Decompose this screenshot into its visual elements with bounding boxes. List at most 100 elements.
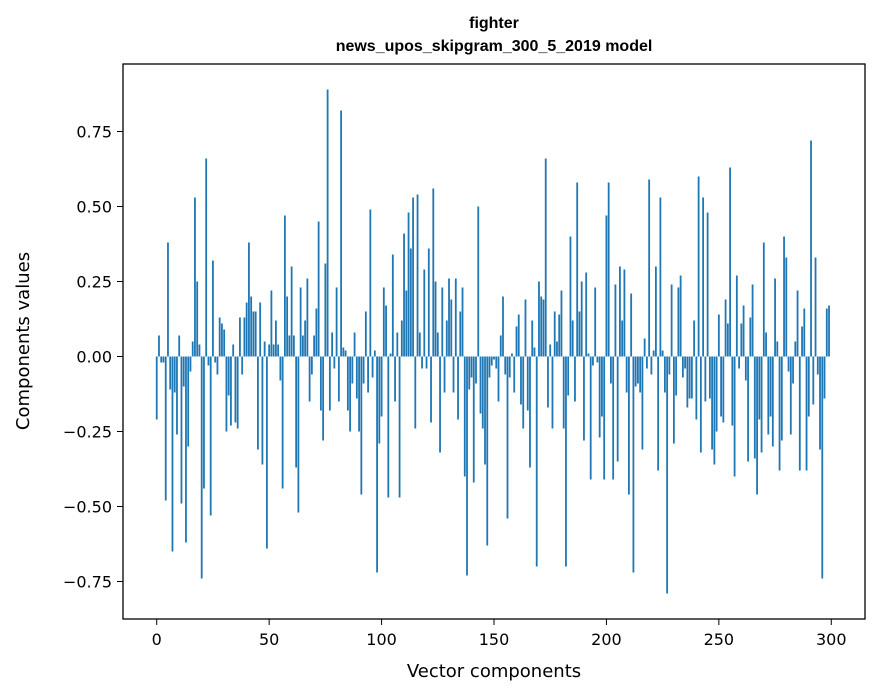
bar [731,356,734,426]
bar [724,299,727,357]
bar [400,320,403,357]
bar [544,158,547,357]
bar [542,299,545,357]
bar [322,356,325,441]
bar [634,356,637,387]
bar [661,350,664,357]
bar [690,356,693,399]
bar [288,335,291,357]
bar [785,257,788,357]
bar [742,305,745,357]
bar [551,356,554,429]
x-tick-label: 100 [366,630,397,649]
x-tick-label: 150 [479,630,510,649]
bar [209,356,212,516]
bar [376,356,378,573]
bar [337,356,340,402]
bar [681,356,684,378]
bar [697,176,700,357]
bar [549,344,552,357]
bar [704,356,707,402]
bar [301,335,304,357]
bar [814,257,817,357]
x-tick-label: 300 [816,630,847,649]
y-tick-label: −0.50 [63,498,112,517]
bar [805,356,808,471]
bar [490,356,493,366]
bar [778,356,781,471]
bar [585,272,588,357]
bar [194,197,196,357]
bar [180,356,183,504]
bar [688,356,691,399]
bar [648,179,651,357]
bar [441,287,444,357]
bar [787,356,790,372]
bar [495,356,498,369]
bar [333,356,336,369]
bar [436,332,439,357]
bar [675,356,678,396]
bar [295,356,298,468]
bar [533,347,536,357]
bar [167,242,169,357]
bar [641,356,644,450]
bar [576,182,579,357]
bar [553,311,556,357]
bar [625,356,628,393]
bar [592,356,594,366]
bar [713,356,716,465]
x-axis-ticks: 0 50 100 150 200 250 300 [152,619,847,649]
bar [461,287,464,357]
bar [268,344,271,357]
bar [313,335,316,357]
bar [409,248,412,357]
bar [367,356,369,393]
bar [351,356,354,384]
bar [160,356,163,363]
bar [405,290,408,357]
bar [283,215,286,357]
bar [486,356,489,546]
bar [646,356,648,369]
bar [391,254,394,357]
bar [652,350,655,357]
bar [439,356,441,453]
bar [567,356,570,396]
bar [628,356,630,495]
bar [225,356,228,432]
bar [423,269,426,357]
bar [227,356,230,396]
bar [621,320,624,357]
bar [614,284,617,357]
bar [619,266,621,357]
bar [639,356,642,393]
y-tick-label: −0.25 [63,423,112,442]
bar [722,356,725,423]
bar [371,356,374,378]
bar [589,356,592,480]
bar [513,356,516,393]
bar [261,356,264,465]
bar [756,356,758,495]
bar [594,287,597,357]
bar [771,356,774,447]
bar [221,323,223,357]
bar [666,356,669,594]
bar [531,320,534,357]
bar [369,209,372,357]
bar [158,335,160,357]
bar [414,356,417,429]
bar [684,356,687,369]
bar [601,356,603,417]
bar [565,356,567,567]
bar [477,206,480,357]
bar [290,266,293,357]
bar [711,356,713,450]
bar [245,302,248,357]
bar [421,356,423,369]
bar [612,356,615,480]
bar [169,356,172,390]
bar [319,356,322,411]
bar [306,278,309,357]
